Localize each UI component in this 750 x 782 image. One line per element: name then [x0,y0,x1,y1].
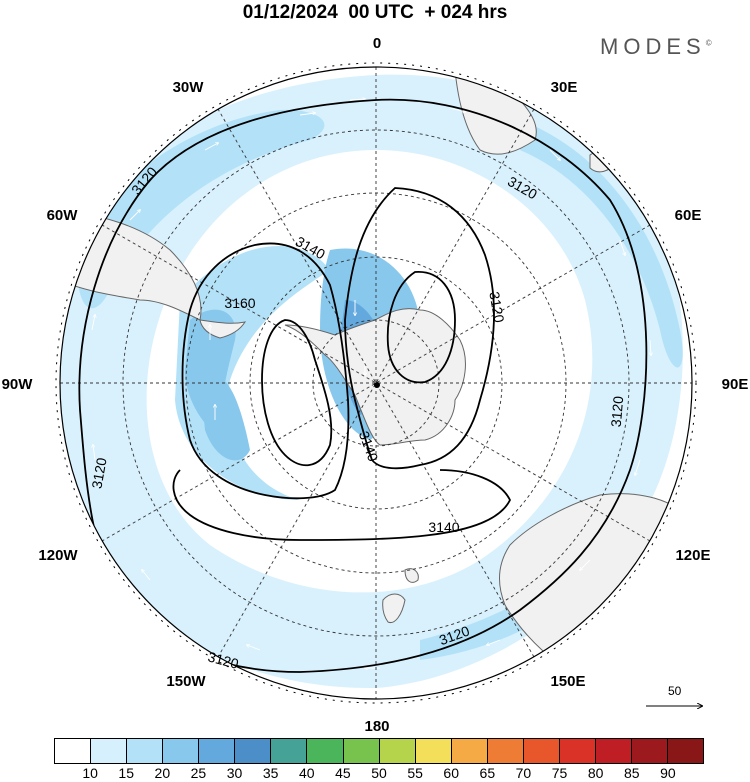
colorbar-label: 10 [82,765,98,781]
lon-label-30e: 30E [551,79,578,96]
colorbar-swatch [487,739,524,763]
colorbar-label: 15 [118,765,134,781]
colorbar-label: 45 [335,765,351,781]
colorbar-label: 30 [226,765,243,781]
contour-label: 3120 [88,456,109,490]
colorbar-label: 20 [154,765,171,781]
colorbar-label: 55 [407,765,423,781]
colorbar-label: 80 [587,765,604,781]
colorbar-swatch [127,739,164,763]
colorbar-swatch [307,739,344,763]
contour-label: 3140 [428,519,459,535]
colorbar-swatch [632,739,669,763]
colorbar-labels: 10 15 20 25 30 35 40 45 50 55 60 65 70 75 80 85 90 [54,765,704,782]
colorbar-swatch [235,739,272,763]
colorbar-swatch [163,739,200,763]
brand-logo: MODES© [600,34,712,60]
contour-label: 3120 [608,395,627,428]
colorbar-swatch [55,739,92,763]
colorbar-label: 35 [262,765,279,781]
colorbar-label: 70 [515,765,532,781]
lon-label-60e: 60E [675,207,702,224]
contour-label: 3160 [224,295,255,311]
brand-name: MODES [600,34,706,59]
colorbar-swatch [271,739,308,763]
lon-label-90w: 90W [2,376,34,393]
wind-vectors [92,99,651,668]
colorbar-swatch [415,739,452,763]
colorbar-swatch [668,739,704,763]
colorbar-swatch [199,739,236,763]
colorbar-swatch [451,739,488,763]
lon-label-60w: 60W [47,207,79,224]
colorbar-swatch [523,739,560,763]
height-contours [78,98,648,673]
lon-label-150e: 150E [550,673,585,690]
longitude-labels: 0 30E 60E 90E 120E 150E 180 150W 120W 90… [2,35,749,735]
colorbar-swatch [91,739,128,763]
colorbar-label: 40 [298,765,315,781]
lon-label-120w: 120W [38,547,78,564]
colorbar-label: 65 [479,765,496,781]
colorbar-swatch [595,739,632,763]
lon-label-90e: 90E [722,376,749,393]
lon-label-0: 0 [373,35,381,52]
colorbar-label: 50 [371,765,387,781]
chart-title: 01/12/2024 00 UTC + 024 hrs [242,2,508,23]
graticule [60,67,692,699]
colorbar-label: 60 [443,765,459,781]
colorbar-label: 25 [190,765,207,781]
contour-label: 3120 [486,290,507,324]
map-boundary [59,66,693,700]
wind-scale-value: 50 [668,684,682,698]
lon-label-150w: 150W [166,673,206,690]
colorbar-swatch [559,739,596,763]
colorbar [54,738,704,764]
boundary-ticks [55,62,697,704]
lon-label-180: 180 [364,718,389,735]
wind-scale: 50 [640,684,710,714]
colorbar-swatch [379,739,416,763]
colorbar-label: 90 [660,765,676,781]
colorbar-label: 85 [623,765,640,781]
south-pole-dot [374,382,380,388]
lon-label-120e: 120E [675,547,710,564]
colorbar-swatch [343,739,380,763]
colorbar-label: 75 [551,765,568,781]
lon-label-30w: 30W [173,79,205,96]
contour-label: 3120 [206,648,240,672]
copyright-mark: © [705,38,712,48]
